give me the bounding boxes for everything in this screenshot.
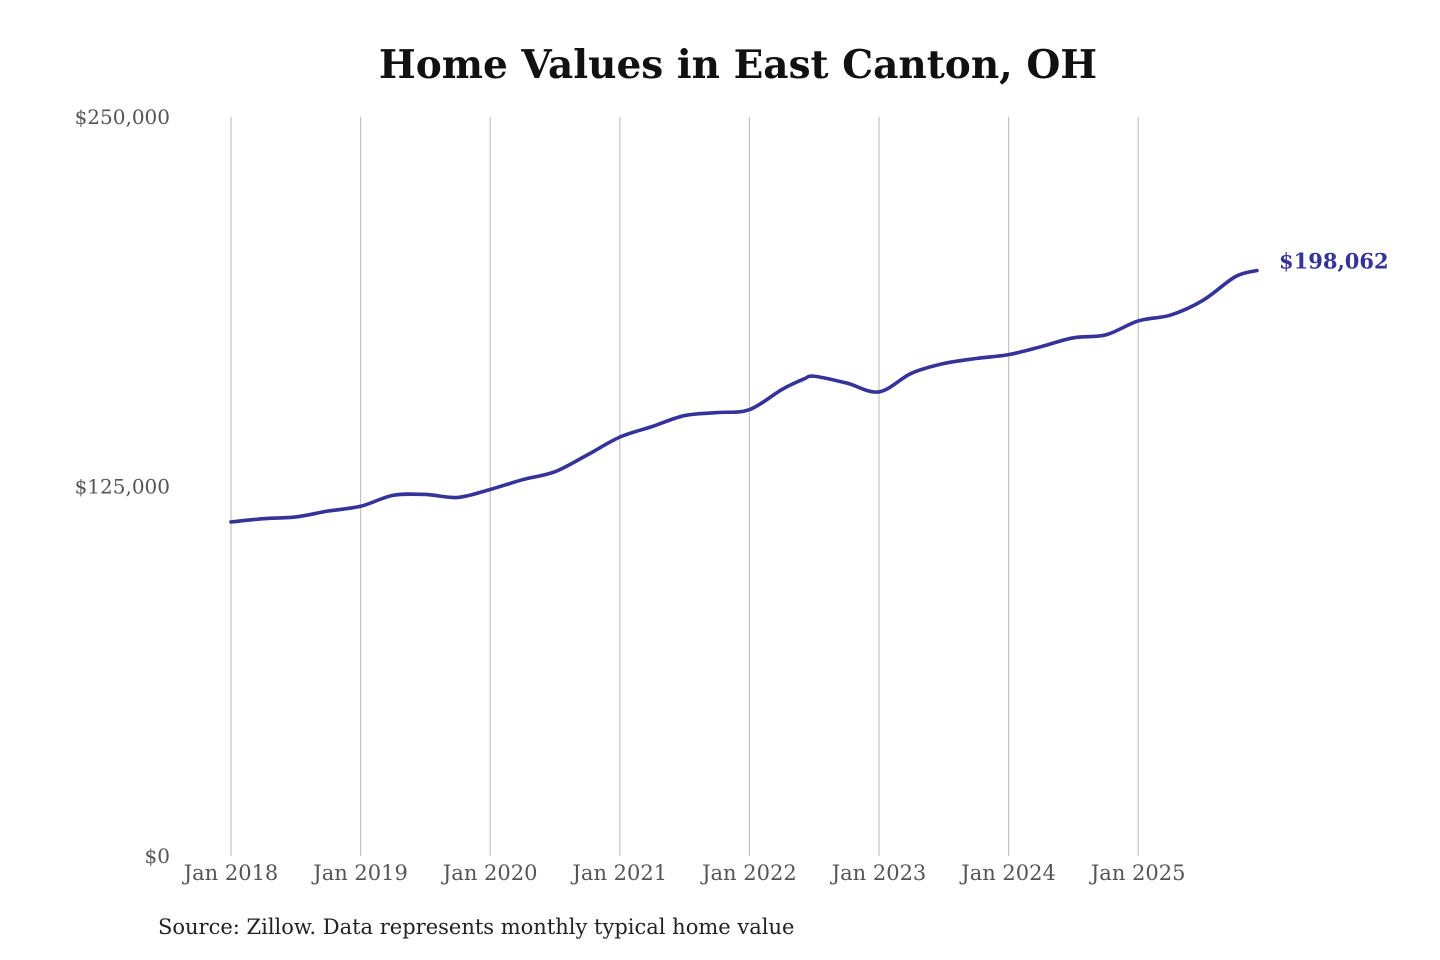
- data-point: [683, 414, 686, 417]
- data-point: [813, 375, 816, 378]
- series-layer: [229, 268, 1259, 524]
- x-tick-label: Jan 2024: [959, 861, 1056, 885]
- data-point: [1137, 319, 1140, 322]
- series-line: [229, 268, 1259, 524]
- data-point: [910, 372, 913, 375]
- data-point: [1104, 333, 1107, 336]
- data-point: [554, 470, 557, 473]
- x-tick-label: Jan 2018: [182, 861, 279, 885]
- data-point: [748, 408, 751, 411]
- data-point: [1234, 275, 1237, 278]
- data-point: [586, 453, 589, 456]
- x-axis-ticks: Jan 2018 Jan 2019 Jan 2020 Jan 2021 Jan 2022…: [182, 861, 1186, 885]
- x-tick-label: Jan 2022: [700, 861, 797, 885]
- data-point: [975, 357, 978, 360]
- x-tick-label: Jan 2020: [441, 861, 538, 885]
- data-point: [424, 493, 427, 496]
- data-point: [1169, 314, 1172, 317]
- data-point: [618, 436, 621, 439]
- data-point: [456, 496, 459, 499]
- y-tick-label: $250,000: [75, 105, 170, 129]
- source-note: Source: Zillow. Data represents monthly …: [158, 915, 795, 939]
- x-tick-label: Jan 2025: [1089, 861, 1186, 885]
- data-point: [392, 494, 395, 497]
- data-point: [780, 388, 783, 391]
- x-tick-label: Jan 2023: [830, 861, 927, 885]
- data-point: [845, 382, 848, 385]
- data-point: [878, 390, 881, 393]
- data-point: [651, 425, 654, 428]
- data-point: [262, 517, 265, 520]
- data-point: [716, 411, 719, 414]
- y-tick-label: $0: [145, 844, 170, 868]
- end-value-label: $198,062: [1279, 249, 1389, 274]
- data-point: [802, 378, 805, 381]
- data-point: [942, 362, 945, 365]
- data-point: [294, 515, 297, 518]
- data-point: [1007, 353, 1010, 356]
- data-point: [489, 488, 492, 491]
- data-point: [327, 510, 330, 513]
- y-axis-ticks: $0 $125,000 $250,000: [75, 105, 170, 868]
- data-point: [1040, 345, 1043, 348]
- data-point: [521, 478, 524, 481]
- annotation-layer: $198,062: [1279, 249, 1389, 274]
- data-point: [359, 505, 362, 508]
- x-tick-label: Jan 2019: [311, 861, 408, 885]
- chart-title: Home Values in East Canton, OH: [378, 42, 1098, 88]
- data-point: [230, 520, 233, 523]
- data-point: [1202, 299, 1205, 302]
- data-point: [1072, 336, 1075, 339]
- y-tick-label: $125,000: [75, 475, 170, 499]
- data-point: [1256, 269, 1259, 272]
- x-tick-label: Jan 2021: [571, 861, 668, 885]
- grid-lines: [230, 117, 1139, 856]
